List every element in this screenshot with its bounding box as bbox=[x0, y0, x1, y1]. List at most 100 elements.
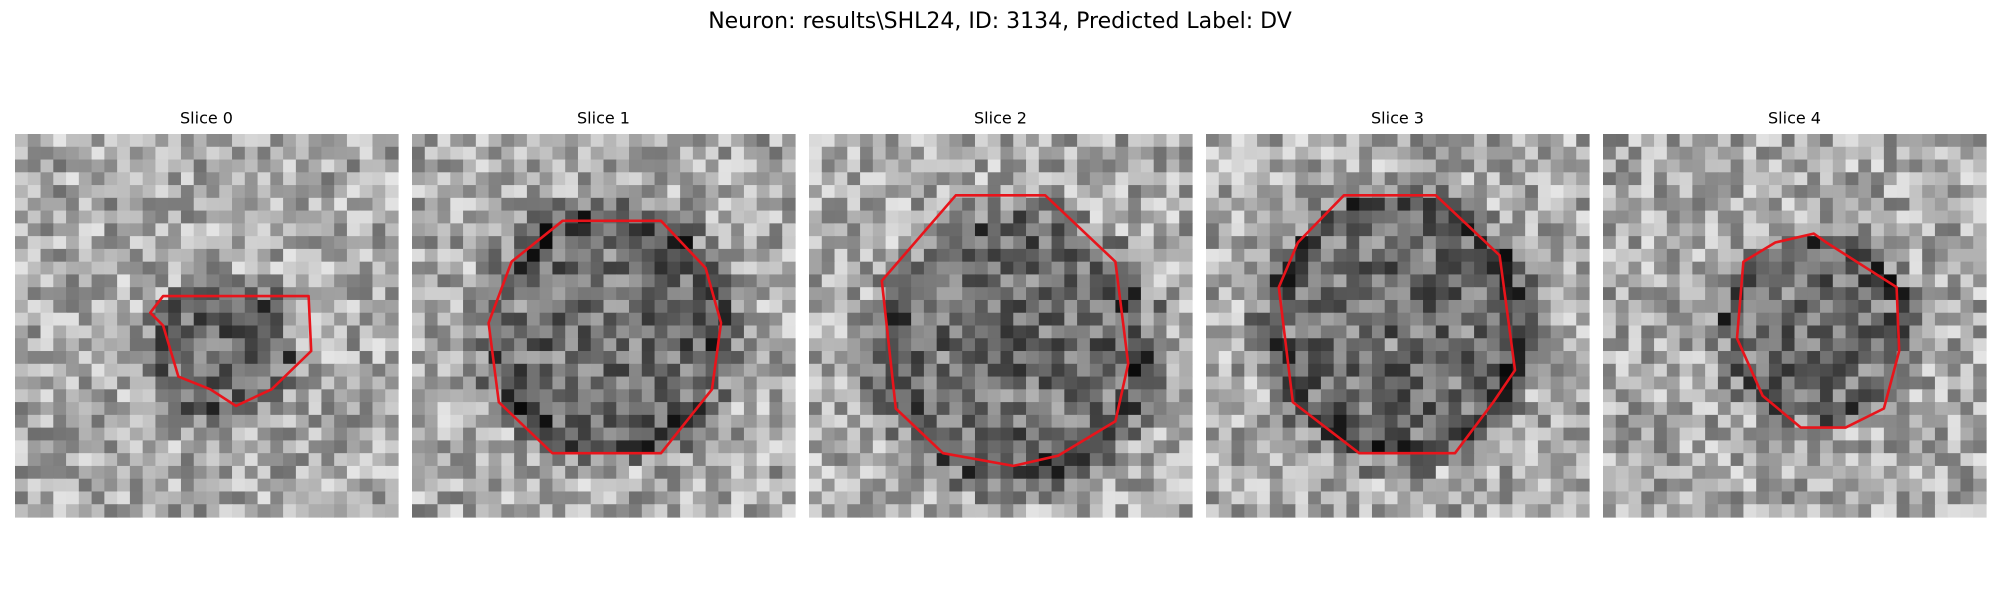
pixel bbox=[1756, 453, 1770, 467]
pixel bbox=[962, 146, 976, 161]
pixel bbox=[1717, 287, 1732, 301]
pixel bbox=[91, 261, 105, 276]
pixel bbox=[219, 325, 233, 339]
pixel bbox=[911, 274, 925, 288]
pixel bbox=[1423, 287, 1437, 301]
pixel bbox=[1384, 210, 1399, 224]
pixel bbox=[782, 197, 796, 212]
pixel bbox=[1717, 185, 1732, 199]
pixel bbox=[27, 159, 42, 173]
pixel bbox=[1371, 274, 1386, 288]
pixel bbox=[616, 351, 630, 365]
contour bbox=[487, 219, 723, 455]
pixel bbox=[1973, 299, 1987, 314]
pixel bbox=[834, 210, 848, 224]
pixel bbox=[1934, 236, 1949, 250]
pixel bbox=[629, 491, 643, 505]
pixel bbox=[219, 172, 233, 186]
pixel bbox=[629, 197, 643, 212]
pixel bbox=[974, 312, 989, 327]
pixel bbox=[603, 453, 617, 467]
pixel bbox=[1064, 414, 1078, 429]
pixel bbox=[117, 223, 131, 237]
pixel bbox=[295, 414, 310, 429]
pixel bbox=[1346, 478, 1360, 493]
pixel bbox=[1858, 236, 1872, 250]
pixel bbox=[1077, 338, 1091, 352]
pixel bbox=[257, 389, 271, 403]
pixel bbox=[1794, 363, 1808, 378]
pixel bbox=[257, 414, 271, 429]
pixel bbox=[475, 325, 490, 339]
pixel bbox=[1628, 504, 1642, 518]
pixel bbox=[1461, 389, 1475, 403]
pixel bbox=[450, 465, 464, 480]
pixel bbox=[1013, 465, 1027, 480]
pixel bbox=[155, 185, 169, 199]
pixel bbox=[1499, 134, 1513, 148]
pixel bbox=[1064, 325, 1078, 339]
pixel bbox=[1333, 299, 1348, 314]
pixel bbox=[450, 402, 464, 416]
pixel bbox=[1934, 146, 1949, 161]
pixel bbox=[346, 491, 361, 505]
pixel bbox=[1832, 427, 1847, 441]
pixel bbox=[501, 338, 515, 352]
pixel bbox=[1423, 351, 1437, 365]
pixel bbox=[1244, 504, 1258, 518]
pixel bbox=[1603, 465, 1617, 480]
pixel bbox=[334, 465, 348, 480]
pixel bbox=[514, 134, 528, 148]
pixel bbox=[91, 478, 105, 493]
pixel bbox=[1679, 440, 1693, 454]
pixel bbox=[1384, 248, 1399, 263]
pixel bbox=[1947, 363, 1962, 378]
pixel bbox=[1410, 491, 1424, 505]
pixel bbox=[1883, 261, 1898, 276]
pixel bbox=[295, 440, 310, 454]
pixel bbox=[385, 261, 399, 276]
pixel bbox=[1257, 261, 1271, 276]
pixel bbox=[53, 351, 67, 365]
pixel bbox=[1206, 159, 1220, 173]
pixel bbox=[1550, 465, 1565, 480]
pixel bbox=[577, 223, 592, 237]
pixel bbox=[1896, 491, 1910, 505]
pixel bbox=[359, 338, 374, 352]
pixel bbox=[705, 414, 719, 429]
pixel bbox=[1499, 197, 1513, 212]
pixel bbox=[66, 363, 80, 378]
pixel bbox=[923, 185, 938, 199]
pixel bbox=[1603, 491, 1617, 505]
pixel bbox=[117, 146, 131, 161]
pixel bbox=[1166, 440, 1180, 454]
pixel bbox=[1537, 402, 1552, 416]
pixel bbox=[936, 172, 951, 186]
pixel bbox=[667, 351, 681, 365]
pixel bbox=[834, 134, 848, 148]
pixel bbox=[1128, 440, 1142, 454]
pixel bbox=[565, 440, 579, 454]
pixel bbox=[1781, 261, 1796, 276]
pixel bbox=[1013, 197, 1027, 212]
pixel bbox=[463, 134, 477, 148]
pixel bbox=[1717, 172, 1732, 186]
pixel bbox=[1064, 223, 1078, 237]
pixel bbox=[1077, 185, 1091, 199]
pixel bbox=[1679, 134, 1693, 148]
pixel bbox=[1781, 363, 1796, 378]
pixel bbox=[129, 197, 144, 212]
pixel bbox=[1486, 146, 1501, 161]
pixel bbox=[1947, 376, 1962, 390]
pixel bbox=[1512, 491, 1526, 505]
pixel bbox=[1397, 427, 1411, 441]
pixel bbox=[590, 478, 605, 493]
pixel bbox=[1576, 236, 1590, 250]
pixel bbox=[1038, 299, 1053, 314]
pixel bbox=[53, 223, 67, 237]
pixel bbox=[1960, 363, 1974, 378]
pixel bbox=[283, 427, 297, 441]
pixel bbox=[616, 134, 630, 148]
pixel bbox=[743, 185, 758, 199]
pixel bbox=[1628, 210, 1642, 224]
